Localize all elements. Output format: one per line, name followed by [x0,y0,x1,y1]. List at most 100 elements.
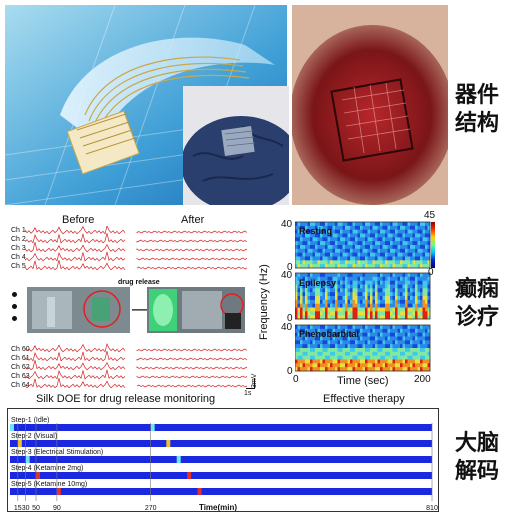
spectrogram-cell [370,248,373,253]
spectrogram-cell [392,288,396,293]
spectrogram-cell [330,264,333,269]
spectrogram-cell [345,241,348,246]
spectrogram-cell [402,336,406,341]
spectrogram-cell [347,355,351,360]
spectrogram-cell [417,284,421,289]
spectrogram-cell [412,336,416,341]
timeline-tick-label: 270 [145,505,157,511]
spectrogram-cell [327,273,331,278]
eeg-trace-before [25,342,126,353]
spectrogram-cell [327,248,331,253]
spectrogram-cell [362,292,366,297]
spectrogram-cell [337,328,341,333]
spectrogram-cell [317,315,321,320]
spectrogram-cell [377,233,381,238]
spectrogram-cell [317,229,321,234]
spectrogram-cell [350,273,353,278]
spectrogram-cell [352,252,356,257]
spectrogram-cell [392,280,396,285]
spectrogram-cell [392,284,396,289]
spectrogram-cell [315,344,318,349]
spectrogram-cell [300,344,303,349]
channel-label: Ch 5 [11,263,26,270]
spectrogram-cell [362,344,366,349]
spectrogram-cell [315,303,318,308]
spectrogram-cell [427,355,431,360]
spectrogram-cell [350,325,353,330]
spectrogram-cell [420,225,423,230]
spectrogram-cell [357,348,361,353]
spectrogram-cell [370,292,373,297]
spectrogram-cell [340,233,343,238]
eeg-trace-after [136,375,248,379]
spectrogram-cell [337,325,341,330]
spectrogram-cell [427,315,431,320]
spectrogram-cell [410,348,413,353]
spectrogram-cell [417,260,421,265]
spectrogram-cell [407,222,411,227]
spectrogram-cell [315,237,318,242]
spectrogram-cell [312,241,316,246]
timeline-row-label: Step-5 (Ketamine 10mg) [11,481,87,488]
spectrogram-cell [420,351,423,356]
spectrogram-cell [345,237,348,242]
spectrogram-cell [352,222,356,227]
spectrogram-cell [350,280,353,285]
spectrogram-cell [350,303,353,308]
spectrogram-cell [402,340,406,345]
spectrogram-cell [337,367,341,372]
spectrogram-cell [325,332,328,337]
spectrogram-cell [375,344,378,349]
spectrogram-cell [360,288,363,293]
spectrogram-cell [385,348,388,353]
spectrogram-cell [347,252,351,257]
spectrogram-cell [395,355,398,360]
spectrogram-cell [377,237,381,242]
spectrogram-cell [415,336,418,341]
spectrogram-cell [362,340,366,345]
spectrogram-cell [295,351,298,356]
spectrogram-cell [337,315,341,320]
spectrogram-cell [352,241,356,246]
spectrogram-cell [385,307,388,312]
spectrogram-cell [340,241,343,246]
spectrogram-cell [342,237,346,242]
spectrogram-cell [410,252,413,257]
spectrogram-cell [380,237,383,242]
spectrogram-cell [370,252,373,257]
spectrogram-cell [350,237,353,242]
spectrogram-cell [390,237,393,242]
spectrogram-cell [407,248,411,253]
spectrogram-cell [410,292,413,297]
spectrogram-cell [385,241,388,246]
spectrogram-cell [300,233,303,238]
spectrogram-cell [312,256,316,261]
spectrogram-cell [420,248,423,253]
spectrogram-cell [370,311,373,316]
spectrogram-cell [367,307,371,312]
spectrogram-cell [410,351,413,356]
spectrogram-cell [427,367,431,372]
spectrogram-cell [357,311,361,316]
spectrogram-cell [380,229,383,234]
timeline-band [10,456,432,463]
spectrogram-cell [372,325,376,330]
spectrogram-cell [397,233,401,238]
spectrogram-cell [412,363,416,368]
spectrogram-cell [295,367,298,372]
spectrogram-cell [345,284,348,289]
spectrogram-cell [317,245,321,250]
spectrogram-cell [390,260,393,265]
spectrogram-cell [350,328,353,333]
spectrogram-cell [390,264,393,269]
spectrogram-cell [332,225,336,230]
spectrogram-cell [307,292,311,297]
spectrogram-cell [380,344,383,349]
spectrogram-cell [317,260,321,265]
spectrogram-cell [397,359,401,364]
spectrogram-cell [335,325,338,330]
spectrogram-cell [412,328,416,333]
spectrogram-cell [332,292,336,297]
spectrogram-cell [322,245,326,250]
spectrogram-cell [417,229,421,234]
